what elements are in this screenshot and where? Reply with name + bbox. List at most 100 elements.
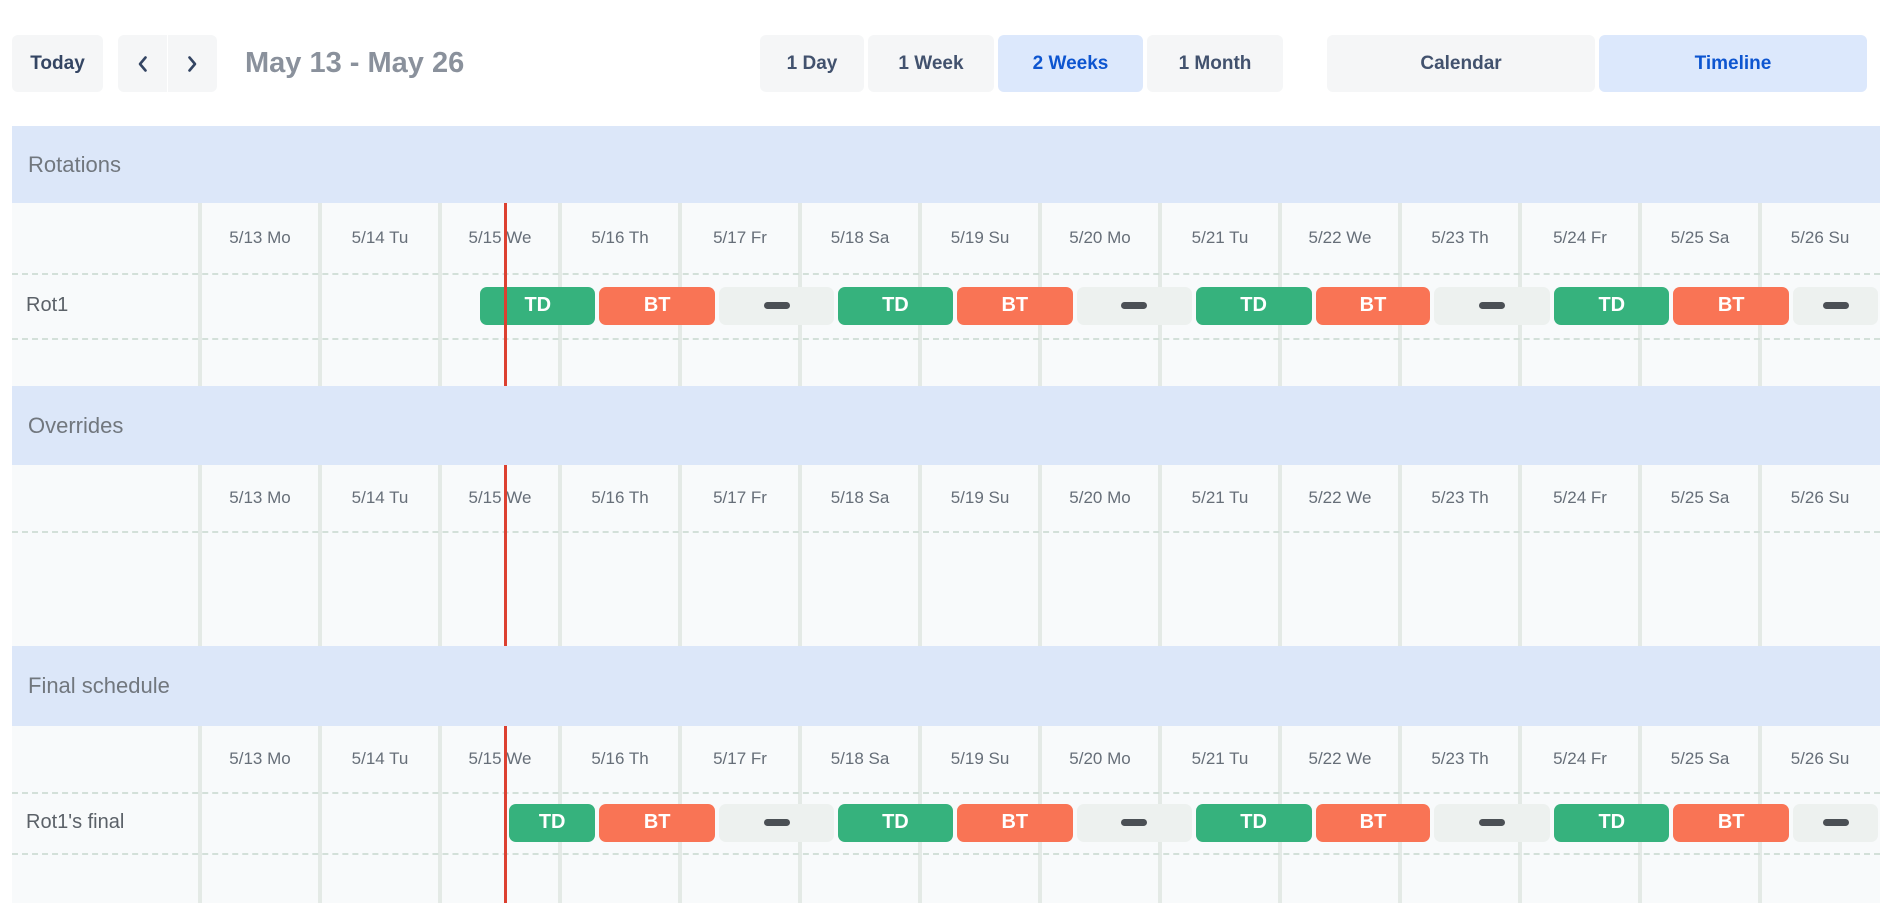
view-button-1-week[interactable]: 1 Week	[868, 35, 994, 92]
shift-bar-td[interactable]: TD	[1195, 803, 1312, 842]
day-header-label: 5/15 We	[468, 228, 532, 247]
day-header-label: 5/17 Fr	[713, 228, 767, 247]
day-column-separator	[1278, 126, 1282, 903]
day-header-label: 5/26 Su	[1790, 228, 1850, 247]
section-title: Overrides	[28, 412, 124, 438]
day-column-separator	[798, 126, 802, 903]
next-period-button[interactable]	[168, 35, 217, 92]
day-header-label: 5/22 We	[1308, 228, 1372, 247]
day-header-label: 5/19 Su	[950, 488, 1010, 507]
row-label-rot1: Rot1	[26, 294, 69, 316]
chevron-left-icon	[137, 55, 148, 73]
day-header-label: 5/14 Tu	[351, 488, 409, 507]
day-column-separator	[1398, 126, 1402, 903]
day-column-separator	[678, 126, 682, 903]
day-header-label: 5/16 Th	[591, 488, 649, 507]
day-column-separator	[918, 126, 922, 903]
row-divider-dashed	[12, 531, 1880, 533]
section-title: Final schedule	[28, 673, 170, 698]
day-header-label: 5/21 Tu	[1191, 749, 1249, 768]
day-header-label: 5/13 Mo	[229, 488, 291, 507]
schedule-grid: 5/13 Mo 5/14 Tu 5/15 We 5/16 Th 5/17 Fr 5/18 …	[12, 126, 1880, 903]
shift-bar-td[interactable]: TD	[509, 803, 596, 842]
shift-bar-bt[interactable]: BT	[1315, 286, 1431, 325]
day-header-label: 5/13 Mo	[229, 228, 291, 247]
day-header-label: 5/25 Sa	[1670, 749, 1730, 768]
day-header-label: 5/13 Mo	[229, 749, 291, 768]
shift-bar-td[interactable]: TD	[480, 286, 596, 325]
day-header-label: 5/14 Tu	[351, 749, 409, 768]
shift-bar-bt[interactable]: BT	[1673, 803, 1790, 842]
mode-tab-calendar[interactable]: Calendar	[1327, 35, 1595, 92]
off-period-block[interactable]	[1434, 803, 1551, 842]
today-button[interactable]: Today	[12, 35, 103, 92]
shift-bar-bt[interactable]: BT	[599, 286, 716, 325]
day-column-separator	[1518, 126, 1522, 903]
day-header-label: 5/17 Fr	[713, 488, 767, 507]
off-period-block[interactable]	[719, 803, 834, 842]
day-column-separator	[1638, 126, 1642, 903]
day-header-label: 5/15 We	[468, 488, 532, 507]
day-column-separator	[1158, 126, 1162, 903]
row-divider-dashed	[12, 853, 1880, 855]
day-header-label: 5/16 Th	[591, 228, 649, 247]
day-header-label: 5/22 We	[1308, 488, 1372, 507]
view-button-1-day[interactable]: 1 Day	[760, 35, 864, 92]
day-column-separator	[1038, 126, 1042, 903]
off-dash-icon	[1121, 302, 1148, 309]
day-column-separator	[558, 126, 562, 903]
row-label-rot1-s-final: Rot1's final	[26, 811, 125, 833]
shift-bar-td[interactable]: TD	[838, 286, 953, 325]
shift-bar-td[interactable]: TD	[1554, 286, 1670, 325]
day-header-label: 5/21 Tu	[1191, 488, 1249, 507]
day-header-label: 5/21 Tu	[1191, 228, 1249, 247]
day-header-label: 5/16 Th	[591, 749, 649, 768]
off-dash-icon	[1822, 819, 1849, 826]
day-header-label: 5/14 Tu	[351, 228, 409, 247]
day-header-label: 5/20 Mo	[1069, 488, 1131, 507]
day-column-separator	[318, 126, 322, 903]
section-title: Rotations	[28, 151, 121, 177]
mode-tab-timeline[interactable]: Timeline	[1599, 35, 1867, 92]
shift-bar-td[interactable]: TD	[838, 803, 953, 842]
off-dash-icon	[763, 819, 790, 826]
off-period-block[interactable]	[719, 286, 834, 325]
off-period-block[interactable]	[1076, 286, 1192, 325]
section-header-final-schedule: Final schedule	[12, 646, 1880, 726]
day-header-label: 5/19 Su	[950, 228, 1010, 247]
off-dash-icon	[1822, 302, 1849, 309]
shift-bar-bt[interactable]: BT	[956, 803, 1073, 842]
current-time-indicator	[503, 203, 507, 903]
day-header-label: 5/24 Fr	[1553, 749, 1607, 768]
day-header-label: 5/23 Th	[1431, 488, 1489, 507]
day-header-label: 5/18 Sa	[830, 228, 890, 247]
row-divider-dashed	[12, 338, 1880, 340]
off-dash-icon	[1479, 819, 1506, 826]
shift-bar-td[interactable]: TD	[1554, 803, 1670, 842]
off-dash-icon	[1479, 302, 1506, 309]
off-period-block[interactable]	[1793, 803, 1878, 842]
day-header-label: 5/25 Sa	[1670, 488, 1730, 507]
day-header-label: 5/23 Th	[1431, 228, 1489, 247]
day-header-label: 5/15 We	[468, 749, 532, 768]
view-button-2-weeks[interactable]: 2 Weeks	[998, 35, 1143, 92]
day-header-label: 5/25 Sa	[1670, 228, 1730, 247]
off-period-block[interactable]	[1076, 803, 1192, 842]
off-period-block[interactable]	[1434, 286, 1551, 325]
off-period-block[interactable]	[1793, 286, 1878, 325]
day-header-label: 5/20 Mo	[1069, 228, 1131, 247]
shift-bar-bt[interactable]: BT	[1315, 803, 1431, 842]
day-column-separator	[1758, 126, 1762, 903]
shift-bar-bt[interactable]: BT	[599, 803, 716, 842]
section-header-overrides: Overrides	[12, 386, 1880, 465]
prev-period-button[interactable]	[118, 35, 167, 92]
day-header-label: 5/17 Fr	[713, 749, 767, 768]
day-header-label: 5/20 Mo	[1069, 749, 1131, 768]
section-header-rotations: Rotations	[12, 126, 1880, 203]
shift-bar-td[interactable]: TD	[1195, 286, 1312, 325]
shift-bar-bt[interactable]: BT	[1673, 286, 1790, 325]
off-dash-icon	[763, 302, 790, 309]
view-button-1-month[interactable]: 1 Month	[1147, 35, 1283, 92]
shift-bar-bt[interactable]: BT	[956, 286, 1073, 325]
day-header-label: 5/24 Fr	[1553, 228, 1607, 247]
